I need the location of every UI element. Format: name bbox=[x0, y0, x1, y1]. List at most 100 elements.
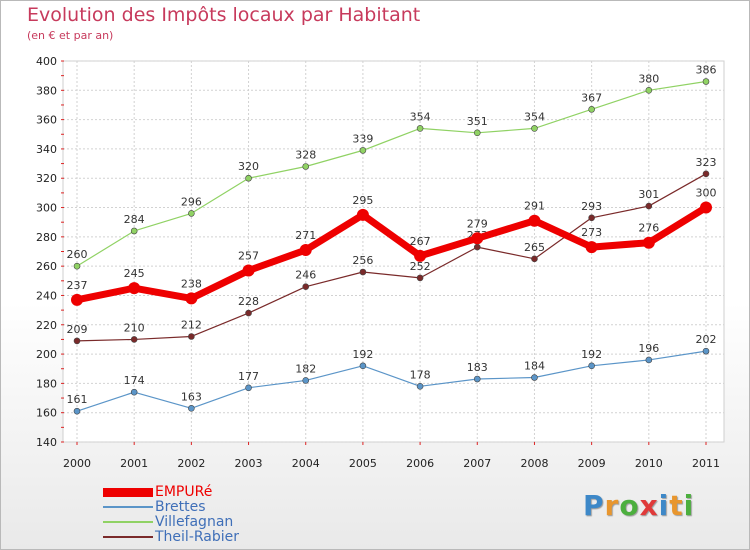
y-tick-label-400: 400 bbox=[36, 55, 57, 68]
data-label-villefagnan-2006: 354 bbox=[410, 110, 431, 123]
data-label-villefagnan-2005: 339 bbox=[352, 132, 373, 145]
logo-letter: r bbox=[604, 489, 620, 522]
y-tick-label-360: 360 bbox=[36, 114, 57, 127]
y-tick-label-200: 200 bbox=[36, 348, 57, 361]
data-point-empur--2001 bbox=[128, 282, 141, 295]
data-label-empur--2007: 279 bbox=[467, 217, 488, 230]
y-tick-label-220: 220 bbox=[36, 319, 57, 332]
data-point-brettes-2010 bbox=[645, 356, 653, 364]
data-label-theil-rabier-2003: 228 bbox=[238, 295, 259, 308]
legend-swatch-empure bbox=[103, 487, 153, 497]
data-label-empur--2010: 276 bbox=[638, 222, 659, 235]
y-tick-label-180: 180 bbox=[36, 377, 57, 390]
data-point-brettes-2005 bbox=[359, 362, 367, 370]
data-label-theil-rabier-2005: 256 bbox=[352, 254, 373, 267]
x-tick-label-2011: 2011 bbox=[692, 457, 720, 470]
data-label-brettes-2004: 182 bbox=[295, 362, 316, 375]
x-tick-label-2010: 2010 bbox=[635, 457, 663, 470]
data-point-theil-rabier-2005 bbox=[359, 268, 367, 276]
logo-letter: o bbox=[619, 489, 640, 522]
legend-label-empure: EMPURé bbox=[155, 484, 213, 500]
legend-label-villefagnan: Villefagnan bbox=[155, 514, 234, 530]
data-label-brettes-2001: 174 bbox=[124, 374, 145, 387]
data-point-empur--2007 bbox=[471, 232, 484, 245]
data-point-brettes-2001 bbox=[130, 388, 138, 396]
data-label-brettes-2010: 196 bbox=[638, 342, 659, 355]
data-point-theil-rabier-2007 bbox=[473, 243, 481, 251]
data-point-theil-rabier-2011 bbox=[702, 170, 710, 178]
logo-letter: P bbox=[583, 489, 605, 522]
data-label-empur--2002: 238 bbox=[181, 277, 202, 290]
data-point-theil-rabier-2006 bbox=[416, 274, 424, 282]
data-label-theil-rabier-2004: 246 bbox=[295, 269, 316, 282]
legend-label-theil-rabier: Theil-Rabier bbox=[155, 529, 240, 545]
y-tick-label-300: 300 bbox=[36, 202, 57, 215]
series-villefagnan: 260 284 296 320 328 339 354 351 354 367 380 386 bbox=[67, 64, 717, 270]
y-tick-label-340: 340 bbox=[36, 143, 57, 156]
data-point-theil-rabier-2010 bbox=[645, 202, 653, 210]
data-point-brettes-2006 bbox=[416, 383, 424, 390]
chart-title: Evolution des Impôts locaux par Habitant bbox=[27, 4, 421, 26]
data-label-empur--2006: 267 bbox=[410, 235, 431, 248]
x-tick-label-2004: 2004 bbox=[292, 457, 320, 470]
y-tick-label-380: 380 bbox=[36, 84, 57, 97]
data-label-villefagnan-2007: 351 bbox=[467, 115, 488, 128]
data-point-villefagnan-2003 bbox=[245, 174, 252, 182]
data-point-empur--2011 bbox=[700, 201, 712, 214]
data-label-brettes-2003: 177 bbox=[238, 370, 259, 383]
data-label-theil-rabier-2008: 265 bbox=[524, 241, 545, 254]
data-point-empur--2002 bbox=[185, 292, 198, 305]
chart-subtitle: (en € et par an) bbox=[27, 29, 114, 42]
x-axis: 2000 2001 2002 2003 2004 2005 2006 2007 2008 2009… bbox=[63, 442, 720, 470]
logo-letter: t bbox=[669, 489, 684, 522]
data-label-brettes-2007: 183 bbox=[467, 361, 488, 374]
data-point-empur--2000 bbox=[71, 293, 83, 306]
x-tick-label-2000: 2000 bbox=[63, 457, 91, 470]
data-label-brettes-2011: 202 bbox=[696, 333, 717, 346]
series-line-theil-rabier bbox=[76, 173, 707, 342]
y-tick-label-240: 240 bbox=[36, 289, 57, 302]
data-point-brettes-2004 bbox=[302, 377, 310, 384]
data-point-empur--2008 bbox=[528, 214, 541, 227]
data-point-brettes-2003 bbox=[245, 384, 252, 392]
data-point-villefagnan-2004 bbox=[302, 163, 310, 170]
data-label-brettes-2005: 192 bbox=[352, 348, 373, 361]
data-label-empur--2003: 257 bbox=[238, 250, 259, 263]
legend-swatch-villefagnan bbox=[103, 521, 153, 523]
proxiti-logo: Proxiti bbox=[583, 489, 694, 522]
y-tick-label-160: 160 bbox=[36, 407, 57, 420]
data-point-empur--2006 bbox=[414, 249, 427, 262]
data-label-theil-rabier-2010: 301 bbox=[638, 188, 659, 201]
data-point-empur--2005 bbox=[356, 208, 369, 221]
x-tick-label-2007: 2007 bbox=[463, 457, 491, 470]
data-label-villefagnan-2010: 380 bbox=[638, 72, 659, 85]
legend-label-brettes: Brettes bbox=[155, 499, 206, 515]
data-label-empur--2000: 237 bbox=[67, 279, 88, 292]
data-point-theil-rabier-2008 bbox=[531, 255, 538, 263]
y-tick-label-140: 140 bbox=[36, 436, 57, 449]
logo-letter: i bbox=[683, 489, 695, 522]
data-point-brettes-2011 bbox=[702, 347, 710, 355]
data-label-empur--2011: 300 bbox=[696, 187, 717, 200]
data-label-empur--2005: 295 bbox=[352, 194, 373, 207]
data-label-brettes-2006: 178 bbox=[410, 368, 431, 381]
data-label-villefagnan-2009: 367 bbox=[581, 91, 602, 104]
data-point-theil-rabier-2004 bbox=[302, 283, 310, 290]
data-label-theil-rabier-2000: 209 bbox=[67, 323, 88, 336]
data-label-brettes-2002: 163 bbox=[181, 390, 202, 403]
x-tick-label-2003: 2003 bbox=[235, 457, 263, 470]
data-point-villefagnan-2009 bbox=[588, 106, 595, 113]
data-label-theil-rabier-2001: 210 bbox=[124, 321, 145, 334]
data-point-empur--2003 bbox=[242, 264, 255, 277]
y-tick-label-260: 260 bbox=[36, 260, 57, 273]
data-label-villefagnan-2001: 284 bbox=[124, 213, 145, 226]
data-label-brettes-2000: 161 bbox=[67, 393, 88, 406]
data-label-villefagnan-2011: 386 bbox=[696, 64, 717, 77]
data-label-villefagnan-2008: 354 bbox=[524, 110, 545, 123]
x-tick-label-2006: 2006 bbox=[406, 457, 434, 470]
data-label-brettes-2008: 184 bbox=[524, 360, 545, 373]
data-point-villefagnan-2002 bbox=[188, 210, 195, 217]
